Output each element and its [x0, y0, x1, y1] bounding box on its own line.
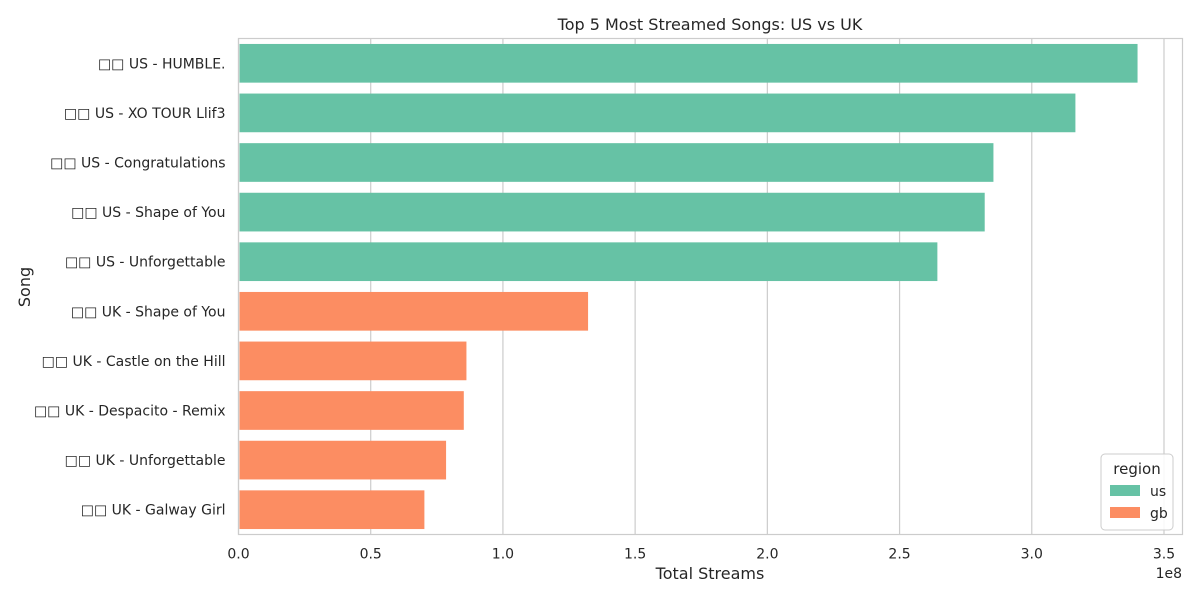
chart-title: Top 5 Most Streamed Songs: US vs UK — [557, 15, 863, 34]
y-tick-label: □□ US - XO TOUR Llif3 — [64, 106, 226, 122]
y-axis-label: Song — [15, 267, 34, 307]
legend: region us gb — [1100, 453, 1174, 531]
x-tick-label: 0.0 — [227, 547, 249, 563]
legend-title: region — [1113, 460, 1160, 478]
legend-swatch-gb — [1110, 507, 1140, 518]
x-tick-label: 1.0 — [492, 547, 514, 563]
bar-us — [239, 143, 994, 182]
y-tick-label: □□ US - Congratulations — [50, 156, 225, 172]
y-tick-label: □□ UK - Castle on the Hill — [42, 354, 226, 370]
y-tick-label: □□ UK - Shape of You — [71, 304, 226, 320]
plot-frame — [237, 37, 1184, 536]
x-tick-label: 3.0 — [1021, 547, 1043, 563]
bar-us — [239, 242, 938, 282]
x-tick-label: 0.5 — [360, 547, 382, 563]
x-tick-label: 1.5 — [624, 547, 646, 563]
bar-gb — [239, 341, 467, 381]
bars-group — [239, 43, 1138, 530]
y-tick-label: □□ US - HUMBLE. — [98, 56, 226, 72]
y-tick-labels: □□ US - HUMBLE. □□ US - XO TOUR Llif3 □□ U… — [34, 56, 226, 518]
x-tick-label: 2.0 — [756, 547, 778, 563]
y-tick-label: □□ UK - Unforgettable — [65, 453, 226, 469]
x-offset-label: 1e8 — [1156, 566, 1182, 582]
legend-label-gb: gb — [1150, 506, 1168, 522]
legend-swatch-us — [1110, 485, 1140, 496]
x-tick-labels: 0.0 0.5 1.0 1.5 2.0 2.5 3.0 3.5 — [227, 547, 1175, 563]
y-tick-label: □□ UK - Despacito - Remix — [34, 404, 226, 420]
bar-us — [239, 192, 985, 232]
bar-gb — [239, 440, 447, 480]
bar-gb — [239, 391, 464, 430]
y-tick-label: □□ US - Unforgettable — [65, 255, 226, 271]
y-tick-label: □□ UK - Galway Girl — [81, 503, 226, 519]
bar-gb — [239, 291, 589, 331]
bar-gb — [239, 490, 425, 530]
x-tick-label: 3.5 — [1153, 547, 1175, 563]
x-tick-label: 2.5 — [888, 547, 910, 563]
x-axis-label: Total Streams — [655, 564, 765, 583]
bar-us — [239, 93, 1076, 133]
legend-label-us: us — [1150, 484, 1166, 500]
y-tick-label: □□ US - Shape of You — [71, 205, 225, 221]
bar-us — [239, 43, 1138, 83]
